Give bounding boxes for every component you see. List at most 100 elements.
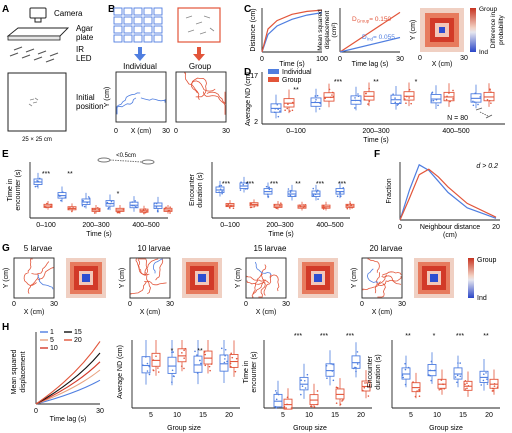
group-size-tick: 15	[331, 412, 339, 419]
data-point	[142, 364, 144, 366]
d-x-tick-1: 0–100	[286, 128, 306, 135]
data-point	[221, 192, 223, 195]
data-point	[38, 177, 41, 180]
data-point	[440, 379, 443, 381]
individual-trajectory	[37, 274, 54, 290]
data-point	[183, 349, 185, 352]
data-point	[36, 185, 39, 187]
agar-label-1: Agar	[76, 24, 93, 33]
data-point	[286, 403, 288, 406]
data-point	[467, 385, 470, 387]
data-point	[352, 367, 355, 370]
ir-label-2: LED	[76, 54, 92, 63]
data-point	[364, 382, 366, 384]
data-point	[405, 95, 408, 98]
data-point	[489, 88, 491, 91]
panel-label-d: D	[244, 67, 251, 78]
g-tick-30: 30	[50, 301, 58, 308]
c-tick-100: 100	[316, 56, 328, 63]
group-size-tick: 5	[281, 412, 285, 419]
data-point	[416, 390, 418, 392]
data-point	[275, 398, 278, 401]
e2-sig-6: ***	[338, 181, 346, 188]
group-trajectory	[381, 271, 402, 276]
data-point	[242, 183, 245, 186]
e2-x-tick-2: 200–300	[266, 222, 293, 229]
panel-label-f: F	[374, 149, 380, 160]
legend-label: 5	[50, 337, 54, 344]
data-point	[131, 201, 134, 203]
data-point	[304, 387, 307, 389]
data-point	[402, 376, 405, 379]
h-boxplot-panels: 5 10 15 20 5 10 15 20 5 10 15 20	[131, 340, 500, 419]
data-point	[466, 387, 468, 390]
g-x-axis-label: X (cm)	[24, 309, 45, 316]
data-point	[230, 365, 232, 368]
h3-sig-3: ***	[346, 333, 354, 340]
data-point	[131, 204, 134, 207]
legend-label: 10	[50, 345, 58, 352]
panel-c: C Distance (cm) 0 100 Time (s) Mean squa…	[244, 4, 505, 68]
data-point	[363, 386, 366, 389]
h4-sig-1: **	[405, 333, 411, 340]
well-cell	[123, 25, 133, 34]
data-point	[184, 347, 187, 350]
data-point	[97, 207, 99, 209]
e2-x-tick-3: 400–500	[316, 222, 343, 229]
h2-sig-1: *	[171, 348, 174, 355]
arrow-down-icon	[193, 47, 205, 61]
map-tick-30: 30	[460, 55, 468, 62]
group-size-tick: 20	[225, 412, 233, 419]
data-point	[275, 407, 278, 409]
f-tick-0: 0	[398, 224, 402, 231]
data-point	[303, 204, 305, 206]
well-cell	[113, 16, 123, 25]
h4-y-label-1: Encounter	[367, 355, 374, 388]
data-point	[181, 352, 183, 354]
data-point	[280, 202, 282, 204]
initial-larvae-cluster	[28, 97, 39, 107]
data-point	[267, 193, 269, 196]
data-point	[67, 207, 70, 210]
data-point	[331, 370, 334, 372]
data-point	[339, 195, 342, 198]
data-point	[98, 210, 101, 213]
group-trajectory	[37, 267, 54, 281]
d-boxplots	[270, 82, 495, 119]
group-size-tick: 10	[433, 412, 441, 419]
g-y-axis-label: Y (cm)	[3, 268, 10, 288]
camera-icon	[29, 7, 47, 23]
data-point	[146, 362, 149, 365]
h3-sig-1: ***	[294, 333, 302, 340]
data-point	[134, 205, 137, 208]
data-point	[486, 383, 489, 385]
data-point	[430, 379, 432, 382]
box	[273, 393, 283, 408]
data-point	[244, 188, 247, 190]
data-point	[122, 209, 124, 211]
panel-b: B Individual Group Y (cm) X (cm) 0 30 0 …	[104, 4, 230, 135]
data-point	[290, 189, 292, 192]
box	[203, 350, 213, 365]
group-larvae-icon	[185, 15, 215, 35]
well-cell	[133, 7, 143, 16]
data-point	[310, 405, 313, 408]
data-point	[36, 179, 38, 182]
data-point	[277, 393, 280, 396]
data-point	[442, 383, 444, 385]
d-ind-subscript: Ind	[367, 37, 374, 42]
data-point	[83, 205, 86, 208]
larva-pair-icon	[475, 107, 493, 119]
data-point	[279, 204, 281, 207]
data-point	[301, 385, 304, 388]
individual-trajectories	[116, 92, 166, 115]
data-point	[285, 407, 287, 409]
data-point	[172, 351, 174, 353]
panel-a: A Camera Agar plate IR LED Initial posit…	[2, 4, 104, 143]
data-point	[218, 191, 220, 194]
data-point	[273, 203, 276, 206]
data-point	[480, 384, 483, 386]
data-point	[335, 402, 338, 404]
d-sample-size: N = 80	[447, 115, 468, 122]
data-point	[224, 348, 227, 351]
